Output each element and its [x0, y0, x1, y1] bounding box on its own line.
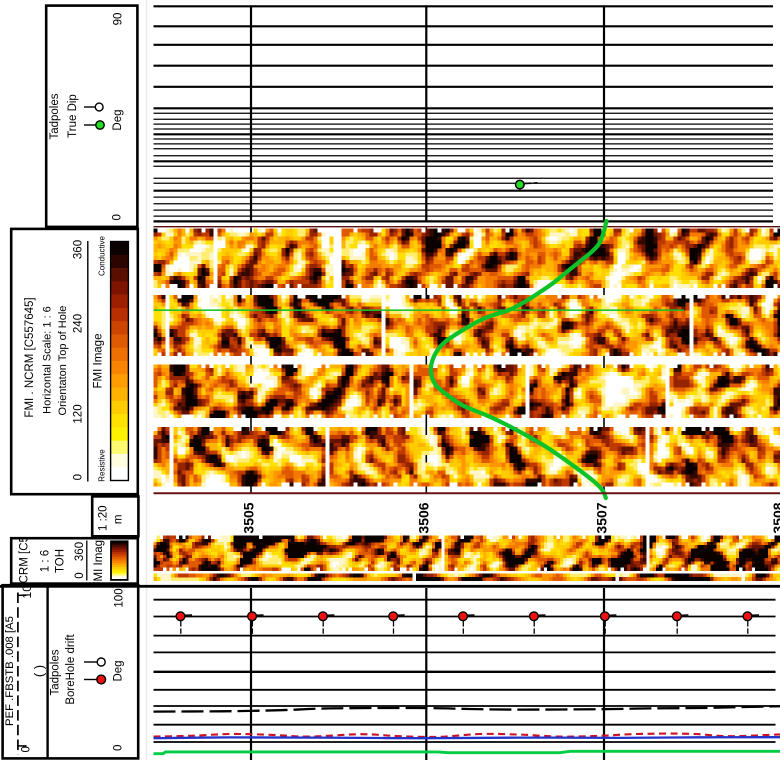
svg-text:0: 0 — [112, 214, 124, 220]
svg-text:240: 240 — [72, 314, 84, 333]
svg-text:0: 0 — [20, 746, 32, 752]
svg-text:Conductive: Conductive — [97, 235, 106, 276]
svg-text:True Dip: True Dip — [67, 94, 79, 138]
svg-text:0: 0 — [72, 474, 84, 480]
svg-text:Tadpoles: Tadpoles — [49, 93, 61, 139]
svg-text:FMI Image: FMI Image — [93, 534, 105, 589]
svg-text:Tadpoles: Tadpoles — [50, 649, 62, 695]
svg-text:0: 0 — [74, 572, 86, 578]
svg-text:Deg: Deg — [112, 660, 124, 681]
svg-text:3506: 3506 — [415, 502, 431, 533]
svg-text:120: 120 — [72, 404, 84, 423]
svg-text:FMI . NCRM [C557645]: FMI . NCRM [C557645] — [24, 297, 36, 417]
svg-text:Deg: Deg — [112, 109, 124, 130]
svg-text:( ): ( ) — [31, 665, 46, 677]
svg-text:3508: 3508 — [770, 502, 780, 533]
svg-text:FMI Image: FMI Image — [93, 334, 105, 389]
svg-text:m: m — [112, 515, 124, 525]
svg-text:100: 100 — [114, 588, 126, 607]
svg-text:PEF .FBSTB .008 [A5: PEF .FBSTB .008 [A5 — [4, 616, 16, 726]
svg-text:Resistive: Resistive — [97, 449, 106, 482]
svg-text:360: 360 — [74, 542, 86, 561]
svg-text:0: 0 — [112, 745, 124, 751]
svg-text:90: 90 — [113, 13, 125, 26]
svg-text:Horizontal Scale: 1 : 6: Horizontal Scale: 1 : 6 — [42, 306, 54, 414]
svg-text:360: 360 — [72, 240, 84, 259]
svg-text:3507: 3507 — [594, 502, 610, 533]
svg-text:BoreHole drift: BoreHole drift — [65, 634, 77, 705]
svg-text:10: 10 — [20, 585, 34, 599]
svg-text:3505: 3505 — [241, 502, 257, 533]
svg-text:FMI . NCRM [C557645]: FMI . NCRM [C557645] — [19, 501, 31, 621]
svg-text:1 : 6: 1 : 6 — [40, 550, 52, 572]
svg-text:1 :20: 1 :20 — [98, 505, 110, 531]
svg-text:TOH: TOH — [55, 549, 67, 573]
svg-text:Orientaton Top of Hole: Orientaton Top of Hole — [57, 306, 69, 416]
